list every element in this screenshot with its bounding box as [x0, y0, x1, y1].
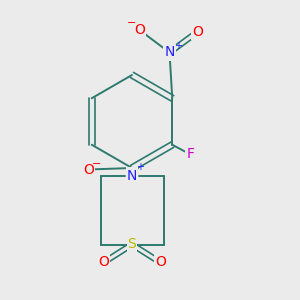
Text: +: +	[174, 41, 182, 51]
Text: N: N	[127, 169, 137, 182]
Text: −: −	[126, 18, 136, 28]
Text: F: F	[187, 148, 194, 161]
Text: O: O	[193, 25, 203, 38]
Text: O: O	[134, 23, 145, 37]
Text: O: O	[98, 256, 109, 269]
Text: O: O	[155, 256, 166, 269]
Text: O: O	[83, 163, 94, 176]
Text: +: +	[136, 162, 144, 172]
Text: −: −	[92, 159, 102, 169]
Text: N: N	[164, 46, 175, 59]
Text: S: S	[128, 238, 136, 251]
